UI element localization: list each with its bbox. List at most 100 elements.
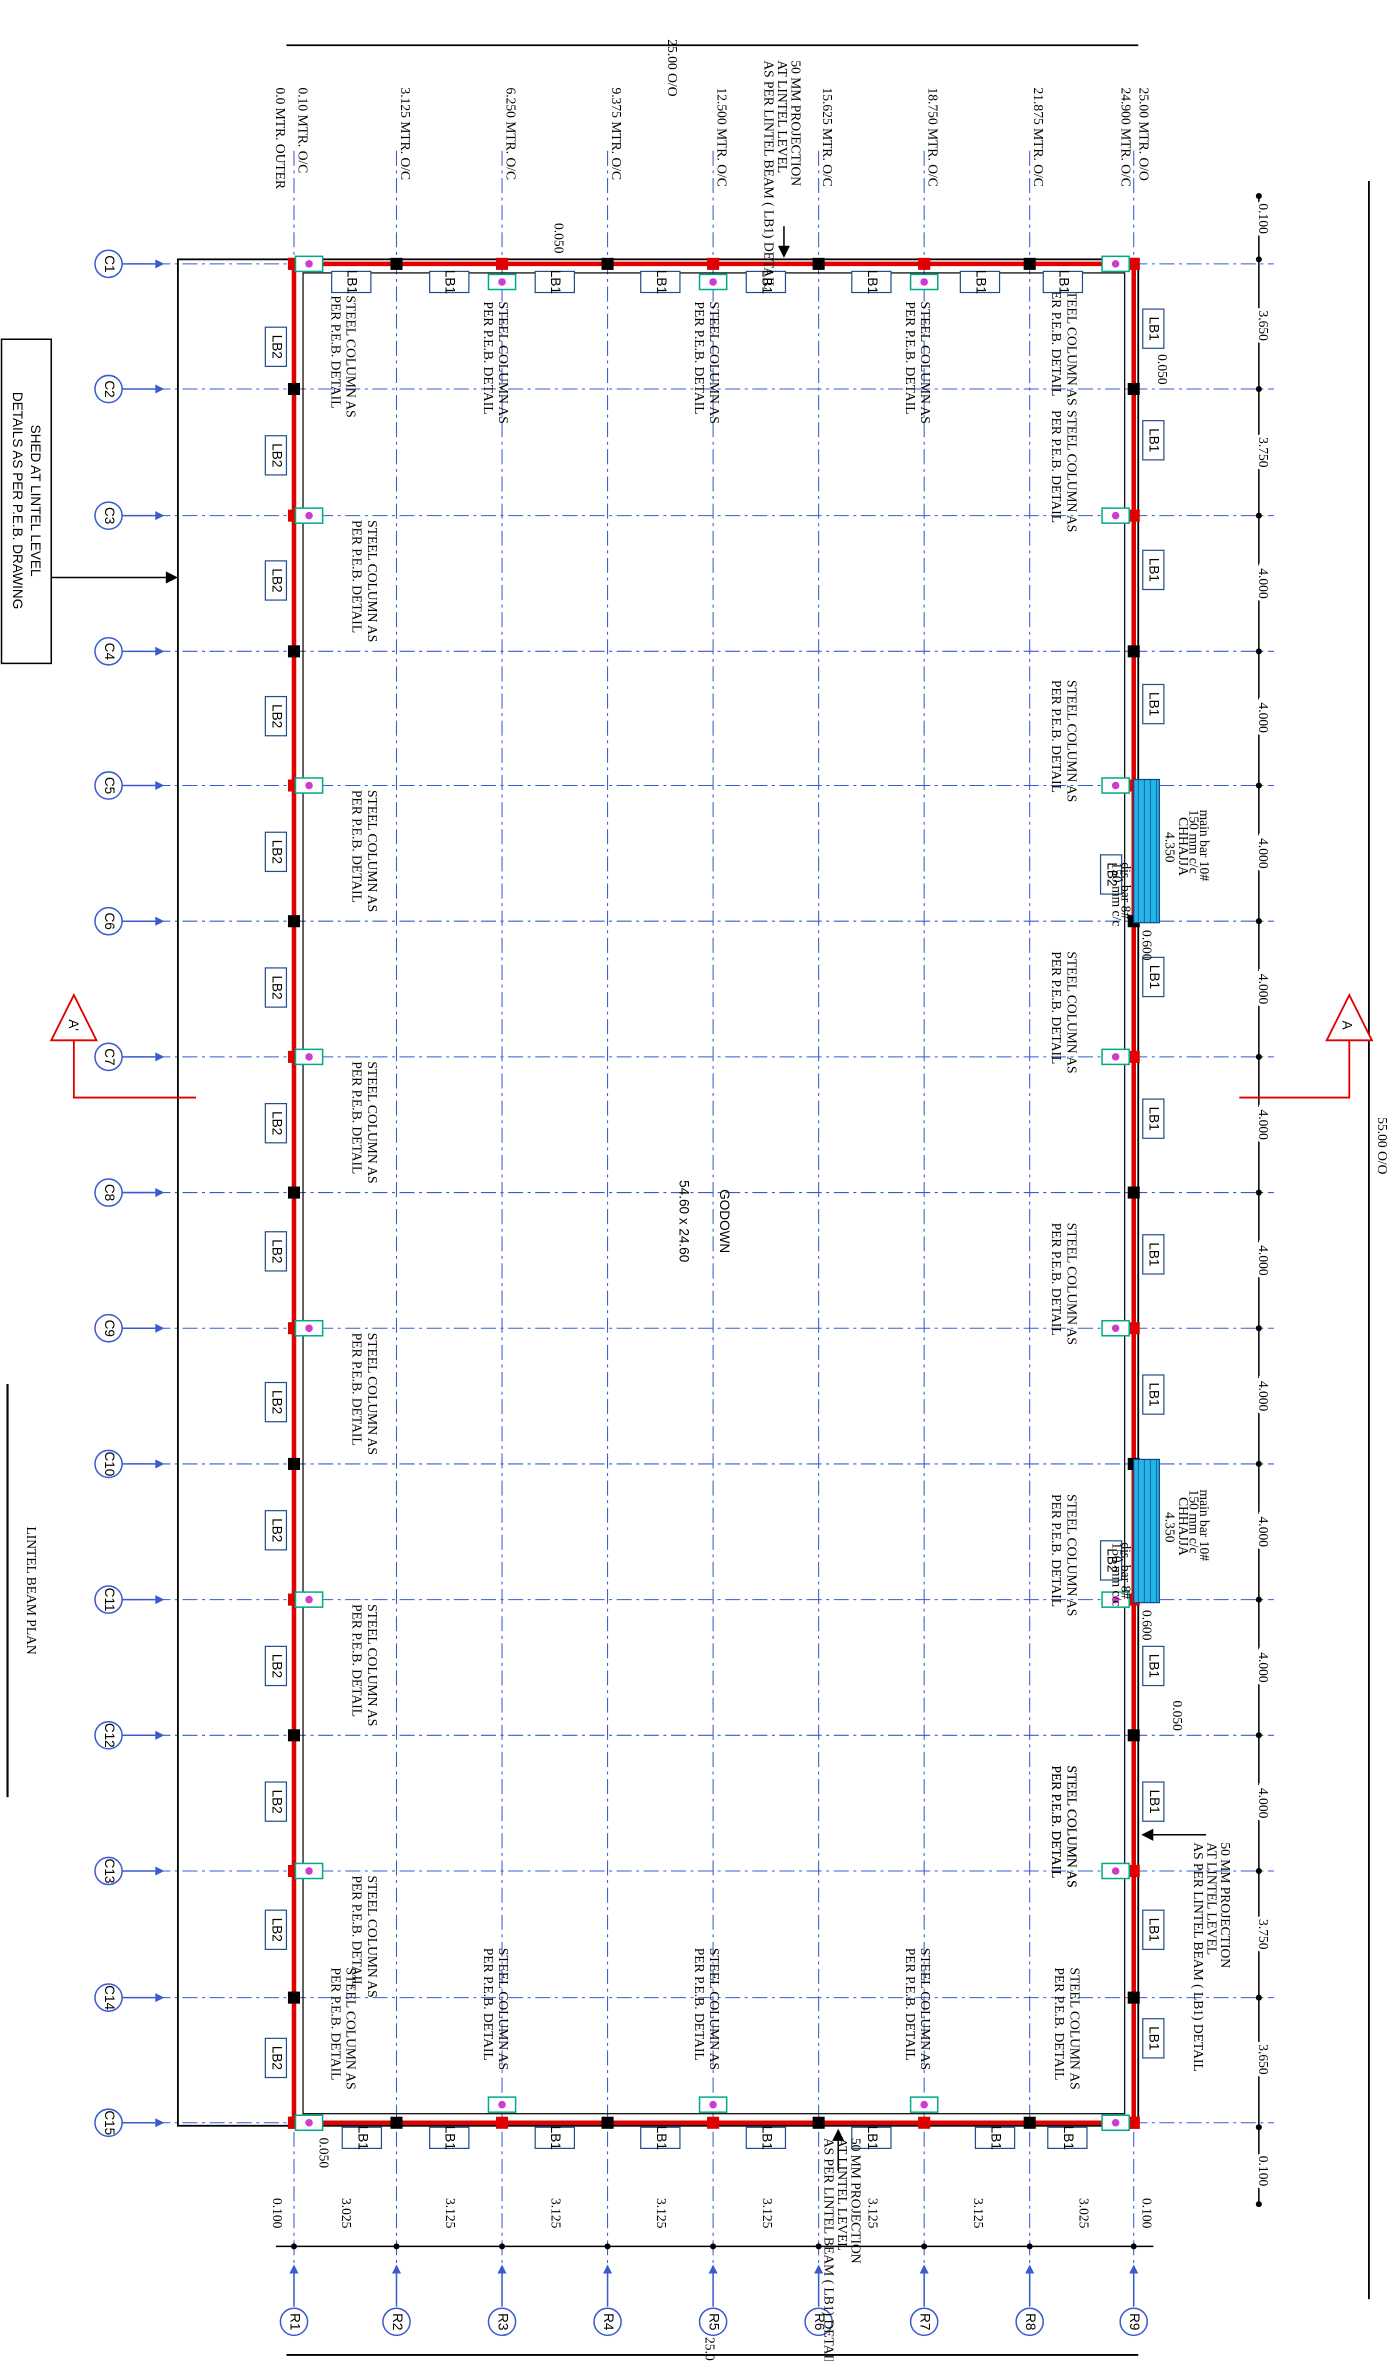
steel-column-dot — [305, 511, 313, 520]
beam-tag: LB2 — [269, 335, 284, 359]
steel-column-note: STEEL COLUMN AS — [1064, 283, 1079, 405]
column — [1127, 509, 1140, 522]
chhajja-note: CHHAJJA — [1176, 817, 1191, 876]
offset-label: 0.0 MTR. OUTER — [273, 87, 288, 190]
beam-tag: LB2 — [269, 1111, 284, 1135]
steel-column-dot — [1111, 260, 1120, 268]
grid-arrowhead — [155, 511, 165, 521]
beam-tag: LB1 — [1056, 270, 1071, 294]
beam-tag: LB2 — [1105, 862, 1120, 886]
beam-tag-box — [534, 2126, 576, 2149]
gap-dim: 0.050 — [1155, 354, 1170, 385]
lintel-beam-outline — [291, 261, 1136, 2126]
chhajja-note: main bar 10# — [1197, 1490, 1212, 1562]
steel-column-note: PER P.E.B. DETAIL — [1049, 410, 1064, 523]
projection-note: AT LINTEL LEVEL — [1205, 1842, 1220, 1955]
beam-tag: LB1 — [973, 270, 988, 294]
leader-arrow — [165, 571, 178, 584]
grid-bubble-label: C4 — [102, 643, 117, 661]
grid-arrowhead — [155, 2118, 165, 2128]
steel-column-note: PER P.E.B. DETAIL — [1049, 951, 1064, 1064]
beam-tag: LB1 — [1147, 692, 1162, 716]
grid-bubble-label: C11 — [102, 1588, 117, 1612]
steel-column-note: STEEL COLUMN AS — [365, 1061, 380, 1183]
steel-column-note: PER P.E.B. DETAIL — [903, 1948, 918, 2061]
grid-bubble-label: R9 — [1127, 2313, 1142, 2330]
room-size: 54.60 x 24.60 — [676, 1180, 691, 1262]
dimension-label: 4.000 — [1256, 1788, 1271, 1819]
grid-bubble-label: R5 — [707, 2313, 722, 2330]
grid-bubble — [94, 1585, 123, 1614]
grid-bubble-label: C10 — [102, 1452, 117, 1477]
beam-tag-box — [1142, 1374, 1165, 1415]
dimension-tick — [1255, 648, 1262, 655]
steel-column-note: STEEL COLUMN AS — [344, 1967, 359, 2089]
grid-bubble — [94, 501, 123, 530]
steel-column-note: PER P.E.B. DETAIL — [692, 302, 707, 415]
offset-label: 6.250 MTR. O/C — [503, 87, 518, 180]
beam-tag-box — [959, 270, 1001, 294]
chhajja — [1133, 778, 1160, 924]
beam-tag: LB1 — [1147, 1242, 1162, 1266]
offset-label: 18.750 MTR. O/C — [926, 87, 941, 186]
grid-bubble — [94, 1449, 123, 1479]
dimension-tick — [1255, 1867, 1262, 1874]
dimension-label: 3.125 — [760, 2198, 775, 2229]
beam-tag-box — [640, 270, 681, 294]
overall-dimension-label: 25.0 — [702, 2337, 717, 2361]
grid-bubble-label: R4 — [601, 2313, 616, 2331]
dimension-label: 3.125 — [654, 2198, 669, 2229]
projection-note: 50 MM PROJECTION — [1218, 1842, 1233, 1968]
dimension-tick — [1255, 1189, 1262, 1196]
column — [1127, 257, 1140, 270]
dimension-label: 3.750 — [1256, 437, 1271, 468]
beam-tag-box — [264, 1381, 288, 1423]
grid-bubble — [94, 249, 123, 279]
grid-bubble — [94, 1856, 123, 1886]
beam-tag-box — [264, 1231, 288, 1272]
column-stub — [287, 1729, 301, 1742]
beam-tag-box — [1042, 270, 1084, 294]
overall-dimension-label: 55.00 O/O — [1375, 1117, 1387, 1174]
beam-tag-box — [264, 1645, 288, 1687]
grid-bubble — [94, 1042, 123, 1072]
column-stub — [287, 645, 301, 658]
beam-tag-box — [264, 2037, 288, 2079]
grid-bubble-label: C8 — [102, 1184, 117, 1201]
beam-tag: LB2 — [269, 1654, 284, 1678]
column — [1127, 1050, 1140, 1063]
grid-bubble — [94, 1720, 123, 1750]
beam-tag: LB1 — [355, 2126, 370, 2150]
drawing-title: LINTEL BEAM PLAN — [24, 1526, 39, 1654]
dimension-tick — [1130, 2243, 1137, 2250]
column-stub — [287, 1991, 301, 2004]
grid-bubble-label: C1 — [102, 255, 117, 272]
grid-arrowhead — [155, 1052, 165, 1062]
dimension-tick — [1255, 1732, 1262, 1739]
grid-bubble — [94, 1178, 123, 1207]
projection-note: AS PER LINTEL BEAM ( LB1) DETAIL — [1190, 1842, 1206, 2071]
grid-arrowhead — [155, 1188, 165, 1198]
beam-tag-box — [745, 270, 787, 294]
beam-tag-box — [264, 967, 288, 1008]
chhajja-note: dis. bar 8# — [1119, 862, 1134, 919]
dimension-tick — [1255, 2201, 1262, 2208]
column-stub — [287, 1457, 301, 1470]
beam-tag-box — [264, 326, 288, 367]
steel-column-dot — [498, 278, 506, 286]
projection-note: AT LINTEL LEVEL — [835, 2138, 850, 2251]
beam-tag-box — [745, 2126, 787, 2149]
gap-dim: 0.050 — [1170, 1700, 1185, 1731]
dimension-label: 4.000 — [1256, 974, 1271, 1005]
beam-tag: LB1 — [1147, 317, 1162, 341]
steel-column-note: PER P.E.B. DETAIL — [350, 790, 365, 903]
chhajja-note: dis. bar 8# — [1119, 1542, 1134, 1599]
grid-bubble — [94, 637, 123, 666]
steel-column-dot — [305, 1867, 313, 1875]
steel-column-dot — [1111, 2118, 1120, 2127]
chhajja-note: CHHAJJA — [1176, 1497, 1191, 1556]
section-mark — [49, 993, 98, 1042]
dimension-label: 3.025 — [339, 2198, 354, 2229]
beam-tag-box — [264, 1781, 288, 1822]
chhajja-note: 150 mm c/c — [1186, 1490, 1201, 1554]
